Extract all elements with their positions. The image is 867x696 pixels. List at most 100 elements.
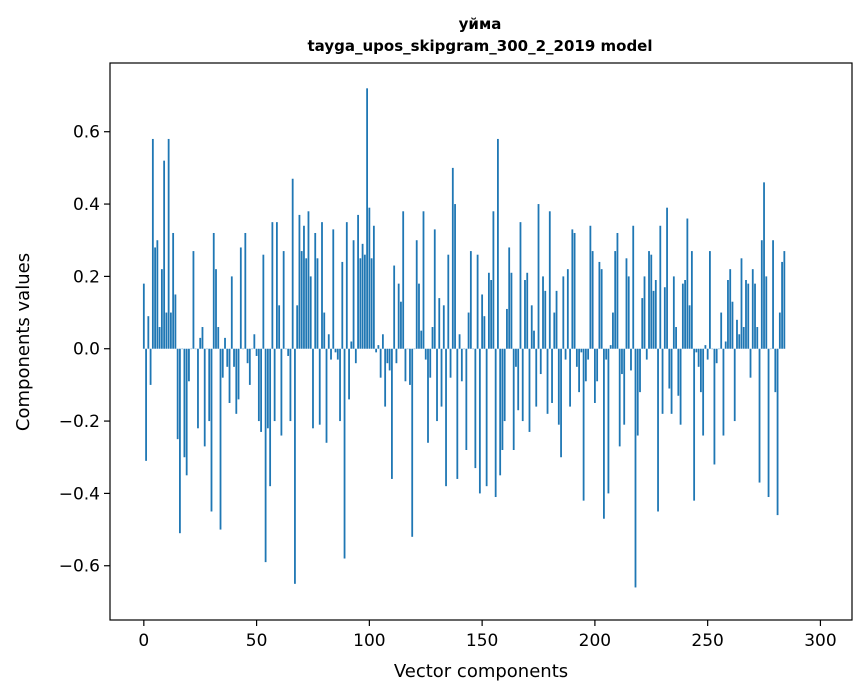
bar-20 [188,348,190,382]
bar-111 [393,265,396,349]
bar-52 [260,348,262,432]
bar-54 [264,348,267,563]
bar-246 [697,348,700,367]
bar-121 [415,240,418,349]
bar-58 [273,348,276,422]
bar-218 [634,348,637,588]
bar-281 [776,348,779,516]
bar-199 [591,251,594,349]
bar-245 [695,348,698,353]
bar-196 [584,348,587,382]
y-tick-label: −0.2 [59,412,100,432]
bar-25 [199,337,202,349]
bar-151 [483,316,486,349]
bar-192 [575,348,578,367]
x-axis-label: Vector components [394,661,568,682]
bar-224 [648,251,650,349]
bar-232 [666,207,668,349]
bar-274 [760,240,763,349]
x-tick-label: 300 [804,631,836,651]
bar-195 [582,348,585,501]
bar-53 [262,254,265,349]
bar-275 [763,182,765,349]
bar-140 [458,334,461,349]
bar-50 [255,348,258,356]
bar-167 [519,222,522,349]
bar-135 [447,254,450,349]
bar-237 [677,348,680,396]
bar-222 [643,276,646,349]
bar-78 [318,348,321,425]
x-axis-ticks: 0 50 100 150 200 250 300 [138,620,837,651]
bar-244 [693,348,696,501]
bars-group [142,88,786,588]
x-tick-label: 250 [691,631,723,651]
bar-210 [616,232,619,349]
bar-61 [280,348,283,436]
bar-29 [208,348,211,422]
bar-236 [675,327,677,349]
bar-130 [436,348,438,422]
bar-134 [445,348,447,487]
bar-88 [341,261,344,349]
bar-115 [402,211,405,349]
bar-268 [747,283,750,349]
bar-157 [497,138,499,349]
chart-subtitle: tayga_upos_skipgram_300_2_2019 model [308,37,653,55]
bar-110 [391,348,393,479]
y-tick-label: 0.0 [73,340,100,360]
bar-172 [530,305,533,349]
bar-11 [167,138,170,349]
bar-127 [429,348,432,378]
bar-226 [652,290,655,349]
bar-259 [727,280,729,349]
bar-202 [598,261,601,349]
bar-57 [271,222,274,349]
bar-234 [670,348,673,414]
bar-211 [618,348,621,447]
bar-68 [296,305,299,349]
bar-184 [557,348,560,425]
y-tick-label: 0.6 [73,123,100,143]
bar-269 [749,348,752,378]
bar-174 [535,348,538,407]
bar-123 [420,330,423,349]
bar-205 [605,348,608,360]
bar-19 [185,348,188,476]
bar-241 [686,218,689,349]
bar-186 [562,276,565,349]
bar-116 [404,348,407,382]
bar-2 [147,316,150,349]
bar-90 [345,222,348,349]
bar-249 [704,345,707,349]
y-tick-label: 0.2 [73,267,100,287]
bar-201 [596,348,599,382]
bar-173 [533,330,535,349]
bar-264 [738,334,741,349]
bar-9 [163,160,166,349]
bar-263 [736,319,738,349]
bar-219 [636,348,639,436]
bar-107 [384,348,387,407]
bar-143 [465,348,468,450]
bar-10 [165,312,168,349]
bar-228 [657,348,659,512]
bar-67 [294,348,296,584]
bar-162 [508,247,511,349]
bar-175 [537,204,540,349]
bar-119 [411,348,414,537]
bar-169 [524,280,526,349]
bar-83 [330,348,332,360]
bar-213 [623,348,626,425]
bar-144 [467,312,470,349]
bar-235 [672,276,675,349]
bar-277 [767,348,770,498]
bar-76 [314,232,317,349]
bar-262 [733,348,736,422]
bar-0 [142,283,145,349]
bar-124 [422,211,425,349]
bar-217 [632,225,635,349]
bar-1 [145,348,147,461]
bar-208 [612,312,614,349]
bar-112 [395,348,398,364]
